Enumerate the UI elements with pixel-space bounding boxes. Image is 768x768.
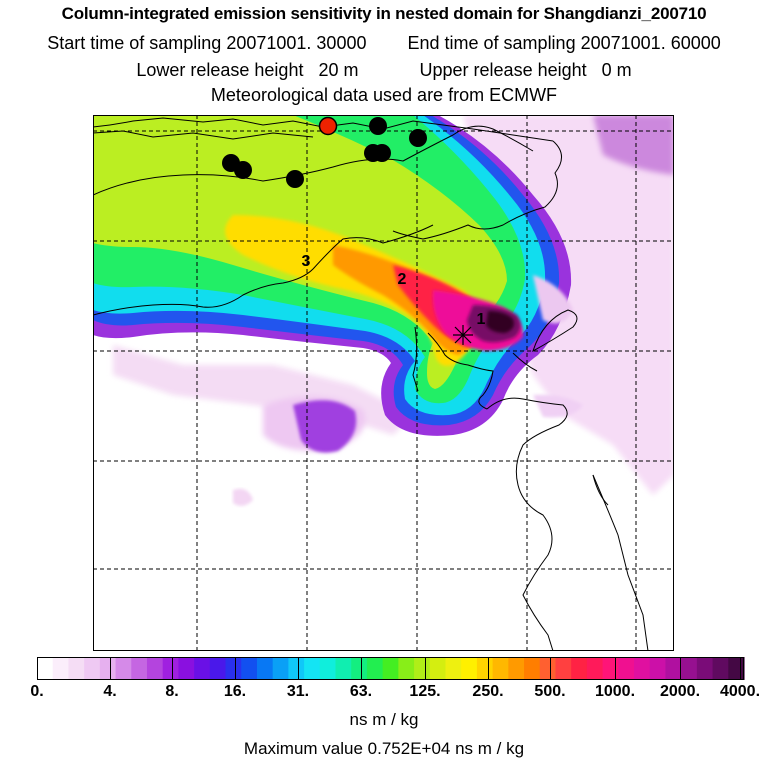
start-label: Start time of sampling	[47, 33, 222, 53]
start-value: 20071001. 30000	[226, 33, 367, 53]
sensitivity-map: 1 2 3	[93, 115, 674, 651]
map-frame	[93, 115, 674, 651]
maximum-value: Maximum value 0.752E+04 ns m / kg	[243, 739, 525, 758]
colorbar-cell	[461, 657, 478, 680]
colorbar-cell	[194, 657, 211, 680]
point-red	[318, 116, 338, 136]
colorbar-tick: 250.	[472, 683, 504, 700]
point-black	[286, 170, 304, 188]
colorbar-frame	[37, 657, 744, 680]
sampling-times: Start time of sampling 20071001. 30000 E…	[0, 33, 768, 54]
colorbar-cell	[649, 657, 667, 680]
map-label-3: 3	[302, 253, 311, 270]
upper-label: Upper release height	[419, 60, 587, 80]
colorbar-cell	[555, 657, 572, 680]
lower-label: Lower release height	[136, 60, 304, 80]
colorbar-tick: 125.	[409, 683, 441, 700]
release-heights: Lower release height 20 m Upper release …	[0, 60, 768, 81]
colorbar-cell	[665, 657, 682, 680]
colorbar-tick: 0.	[30, 683, 44, 700]
colorbar-cell	[131, 657, 148, 680]
colorbar-cell	[272, 657, 289, 680]
colorbar-tick: 500.	[534, 683, 566, 700]
source-points	[222, 116, 427, 188]
lower-value: 20 m	[318, 60, 359, 80]
end-value: 20071001. 60000	[580, 33, 721, 53]
colorbar-cell	[634, 657, 651, 680]
colorbar	[37, 657, 745, 680]
point-black	[373, 144, 391, 162]
point-black	[234, 161, 252, 179]
colorbar-cell	[476, 657, 494, 680]
point-black	[409, 129, 427, 147]
colorbar-cell	[618, 657, 635, 680]
colorbar-cells	[37, 657, 745, 680]
plot-title: Column-integrated emission sensitivity i…	[61, 4, 707, 23]
colorbar-cell	[382, 657, 399, 680]
colorbar-tick: 1000.	[594, 683, 636, 700]
colorbar-cell	[68, 657, 85, 680]
colorbar-cell	[178, 657, 195, 680]
colorbar-cell	[681, 657, 698, 680]
colorbar-tick: 63.	[349, 683, 373, 700]
upper-value: 0 m	[601, 60, 632, 80]
colorbar-tick: 4000.	[719, 683, 761, 700]
colorbar-cell	[162, 657, 179, 680]
colorbar-cell	[225, 657, 242, 680]
colorbar-cell	[366, 657, 384, 680]
colorbar-cell	[304, 657, 321, 680]
colorbar-cell	[445, 657, 462, 680]
colorbar-cell	[429, 657, 447, 680]
colorbar-cell	[524, 657, 541, 680]
colorbar-cell	[602, 657, 619, 680]
colorbar-tick: 4.	[103, 683, 117, 700]
end-label: End time of sampling	[407, 33, 576, 53]
colorbar-cell	[414, 657, 431, 680]
colorbar-cell	[508, 657, 525, 680]
colorbar-cell	[335, 657, 352, 680]
colorbar-cell	[586, 657, 604, 680]
colorbar-cell	[492, 657, 509, 680]
star-cross-icon	[453, 325, 473, 345]
colorbar-cell	[84, 657, 101, 680]
colorbar-cell	[288, 657, 305, 680]
point-black	[369, 117, 387, 135]
colorbar-tick: 16.	[223, 683, 247, 700]
colorbar-cell	[712, 657, 729, 680]
colorbar-cell	[99, 657, 117, 680]
colorbar-cell	[209, 657, 227, 680]
colorbar-tick: 8.	[165, 683, 179, 700]
colorbar-cell	[115, 657, 132, 680]
colorbar-cell	[571, 657, 588, 680]
colorbar-units: ns m / kg	[349, 710, 419, 729]
colorbar-cell	[351, 657, 368, 680]
colorbar-cell	[52, 657, 70, 680]
colorbar-tick: 31.	[286, 683, 310, 700]
colorbar-cell	[37, 657, 54, 680]
colorbar-cell	[146, 657, 164, 680]
met-data-note: Meteorological data used are from ECMWF	[210, 85, 558, 105]
map-label-1: 1	[477, 311, 486, 328]
colorbar-cell	[241, 657, 258, 680]
colorbar-tick: 2000.	[659, 683, 701, 700]
colorbar-cell	[256, 657, 274, 680]
map-label-2: 2	[398, 271, 407, 288]
colorbar-cell	[398, 657, 415, 680]
colorbar-cell	[319, 657, 337, 680]
colorbar-cell	[728, 657, 745, 680]
colorbar-cell	[539, 657, 557, 680]
colorbar-cell	[696, 657, 714, 680]
